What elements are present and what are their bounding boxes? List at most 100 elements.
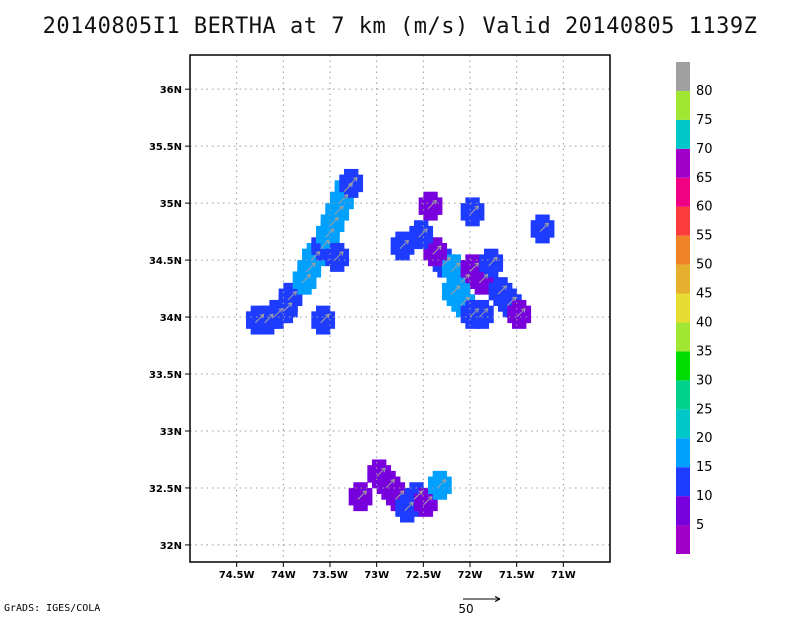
wind-speed-cell xyxy=(428,208,434,215)
wind-vector xyxy=(478,308,489,318)
wind-speed-cell xyxy=(334,225,340,232)
wind-speed-cell xyxy=(339,208,345,215)
wind-speed-cell xyxy=(386,470,392,477)
wind-speed-cell xyxy=(325,328,331,335)
lon-tick-label: 74.5W xyxy=(219,570,255,581)
wind-speed-cell xyxy=(451,282,457,289)
wind-speed-cell xyxy=(274,305,280,312)
wind-speed-cell xyxy=(460,311,466,318)
wind-speed-cell xyxy=(451,305,457,312)
wind-speed-cell xyxy=(418,237,424,244)
wind-speed-cell xyxy=(470,277,476,284)
wind-speed-cell xyxy=(390,499,396,506)
wind-vector-head xyxy=(432,199,437,205)
wind-speed-cell xyxy=(456,271,462,278)
wind-speed-cell xyxy=(404,487,410,495)
wind-vector-head xyxy=(325,313,330,319)
wind-speed-cell xyxy=(418,505,424,512)
wind-vector-head xyxy=(465,296,470,302)
wind-speed-cell xyxy=(395,487,401,495)
wind-speed-cell xyxy=(479,260,485,267)
wind-speed-cell xyxy=(432,203,438,210)
wind-vector xyxy=(334,205,344,215)
wind-speed-cell xyxy=(330,197,336,204)
wind-speed-cell xyxy=(493,260,499,267)
wind-speed-cell xyxy=(404,231,410,238)
wind-speed-cell xyxy=(395,476,401,483)
wind-speed-cell xyxy=(344,248,350,255)
wind-speed-cell xyxy=(325,260,331,267)
wind-speed-cell xyxy=(470,294,476,301)
wind-speed-cell xyxy=(395,231,401,238)
wind-speed-cell xyxy=(348,174,354,181)
wind-speed-cell xyxy=(442,242,448,250)
wind-speed-cell xyxy=(395,237,401,244)
wind-vector xyxy=(301,274,311,284)
wind-vector-head xyxy=(292,290,297,296)
wind-speed-cell xyxy=(297,294,303,301)
wind-speed-cell xyxy=(316,311,322,318)
wind-vector-head xyxy=(329,228,335,233)
wind-speed-cell xyxy=(404,242,410,250)
wind-vector xyxy=(413,490,423,500)
wind-speed-cell xyxy=(488,305,494,312)
lon-tick-label: 74W xyxy=(271,570,296,581)
wind-speed-cell xyxy=(339,242,345,250)
wind-speed-cell xyxy=(544,225,550,232)
wind-speed-cell xyxy=(423,487,429,495)
wind-speed-cell xyxy=(390,470,396,477)
wind-speed-cell xyxy=(428,191,434,198)
wind-speed-cell xyxy=(334,248,340,255)
wind-speed-cell xyxy=(418,510,424,517)
wind-speed-cell xyxy=(465,311,471,318)
wind-speed-cell xyxy=(302,248,308,255)
wind-speed-cell xyxy=(451,294,457,301)
wind-speed-cell xyxy=(283,317,289,324)
wind-speed-cell xyxy=(507,282,513,289)
wind-speed-cell xyxy=(465,203,471,210)
wind-speed-cell xyxy=(530,220,536,227)
wind-speed-cell xyxy=(348,186,354,193)
wind-speed-cell xyxy=(418,208,424,215)
wind-vector xyxy=(450,285,461,295)
wind-speed-cell xyxy=(474,322,480,329)
wind-speed-cell xyxy=(362,482,368,489)
wind-speed-cell xyxy=(488,311,494,318)
wind-speed-cell xyxy=(460,317,466,324)
wind-speed-cell xyxy=(344,260,350,267)
wind-speed-cell xyxy=(404,254,410,261)
wind-speed-cell xyxy=(428,482,434,489)
wind-vector-head xyxy=(418,490,423,495)
wind-speed-cell xyxy=(470,299,476,307)
wind-speed-cell xyxy=(325,225,331,232)
wind-speed-cell xyxy=(479,299,485,307)
wind-speed-cell xyxy=(269,305,275,312)
wind-speed-cell xyxy=(474,197,480,204)
wind-vector xyxy=(441,256,451,267)
wind-speed-cell xyxy=(498,294,504,301)
wind-speed-cell xyxy=(423,510,429,517)
wind-speed-cell xyxy=(474,299,480,307)
wind-speed-cell xyxy=(488,271,494,278)
wind-speed-cell xyxy=(381,493,387,500)
lat-tick-label: 35N xyxy=(160,199,182,210)
wind-speed-cell xyxy=(535,237,541,244)
wind-speed-cell xyxy=(488,282,494,289)
wind-speed-cell xyxy=(395,505,401,512)
wind-speed-cell xyxy=(404,493,410,500)
wind-speed-cell xyxy=(386,493,392,500)
wind-speed-cell xyxy=(409,505,415,512)
colorbar-label: 40 xyxy=(696,315,713,330)
wind-speed-cell xyxy=(484,288,490,295)
wind-speed-cell xyxy=(512,322,518,329)
wind-speed-cell xyxy=(330,248,336,255)
wind-speed-cell xyxy=(446,271,452,278)
wind-speed-cell xyxy=(381,476,387,483)
wind-speed-cell xyxy=(255,311,261,318)
wind-speed-cell xyxy=(474,214,480,221)
wind-speed-cell xyxy=(339,254,345,261)
wind-vector xyxy=(469,205,479,215)
wind-speed-cell xyxy=(432,265,438,272)
wind-speed-cell xyxy=(488,277,494,284)
wind-speed-cell xyxy=(376,482,382,489)
